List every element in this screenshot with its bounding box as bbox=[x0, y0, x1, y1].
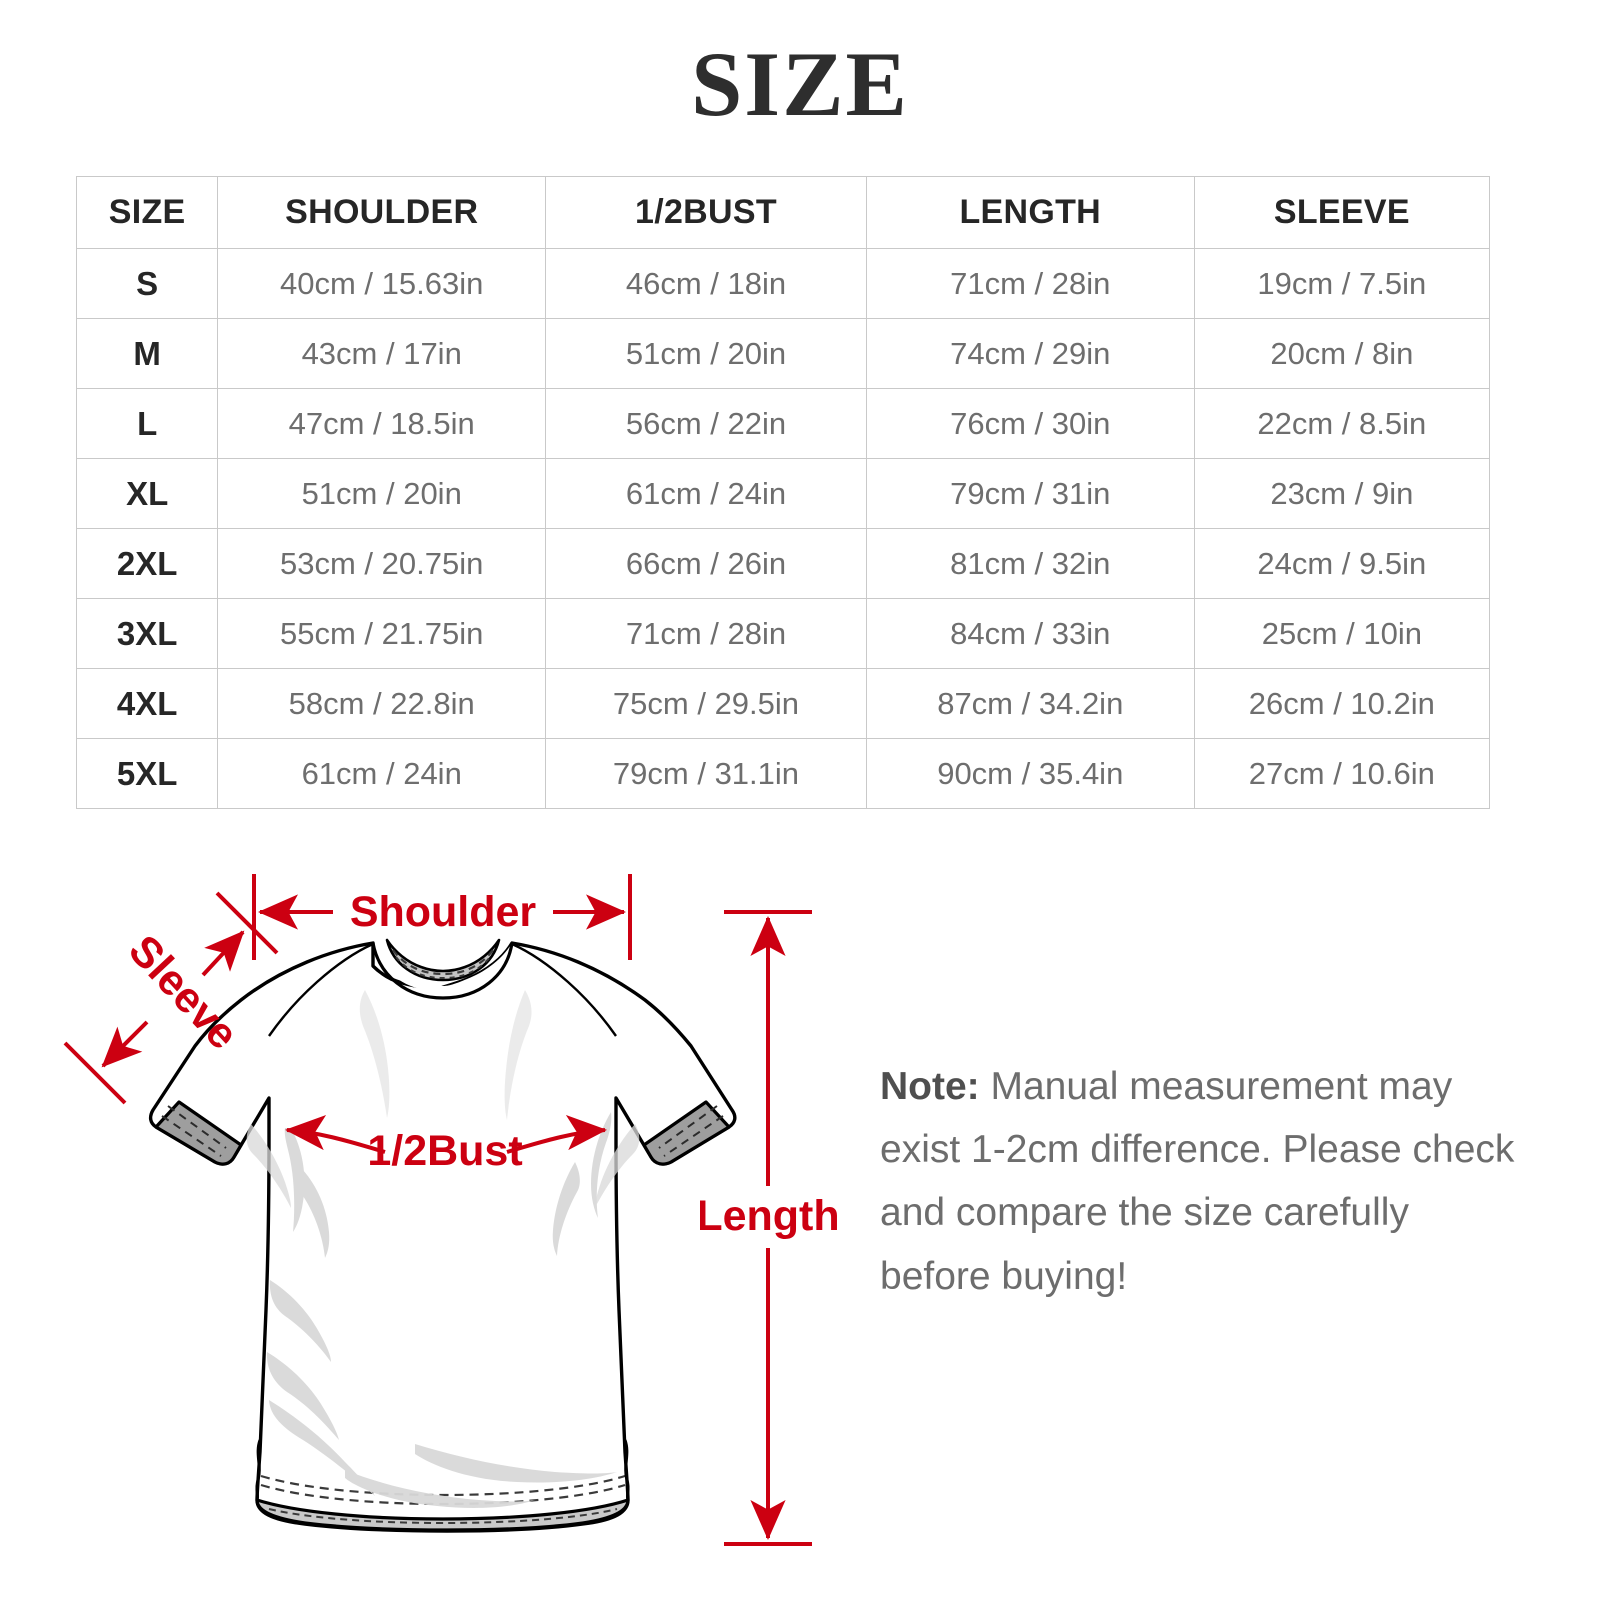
table-row: 5XL 61cm / 24in 79cm / 31.1in 90cm / 35.… bbox=[75, 738, 1491, 809]
shoulder-label: Shoulder bbox=[350, 888, 537, 936]
cell-length: 74cm / 29in bbox=[865, 318, 1195, 389]
cell-size: 4XL bbox=[75, 668, 219, 739]
cell-bust: 66cm / 26in bbox=[545, 528, 867, 599]
cell-length: 81cm / 32in bbox=[865, 528, 1195, 599]
table-row: 3XL 55cm / 21.75in 71cm / 28in 84cm / 33… bbox=[75, 598, 1491, 669]
cell-sleeve: 20cm / 8in bbox=[1193, 318, 1491, 389]
note-text: Manual measurement may exist 1-2cm diffe… bbox=[880, 1065, 1515, 1298]
table-row: S 40cm / 15.63in 46cm / 18in 71cm / 28in… bbox=[75, 248, 1491, 319]
cell-shoulder: 47cm / 18.5in bbox=[217, 388, 547, 459]
cell-shoulder: 58cm / 22.8in bbox=[217, 668, 547, 739]
size-table: SIZE SHOULDER 1/2BUST LENGTH SLEEVE S 40… bbox=[75, 176, 1491, 809]
cell-bust: 46cm / 18in bbox=[545, 248, 867, 319]
cell-length: 79cm / 31in bbox=[865, 458, 1195, 529]
cell-length: 84cm / 33in bbox=[865, 598, 1195, 669]
table-header-row: SIZE SHOULDER 1/2BUST LENGTH SLEEVE bbox=[75, 176, 1491, 249]
cell-size: XL bbox=[75, 458, 219, 529]
column-header-sleeve: SLEEVE bbox=[1193, 176, 1491, 249]
column-header-size: SIZE bbox=[75, 176, 219, 249]
cell-shoulder: 61cm / 24in bbox=[217, 738, 547, 809]
table-row: 2XL 53cm / 20.75in 66cm / 26in 81cm / 32… bbox=[75, 528, 1491, 599]
table-row: L 47cm / 18.5in 56cm / 22in 76cm / 30in … bbox=[75, 388, 1491, 459]
cell-shoulder: 55cm / 21.75in bbox=[217, 598, 547, 669]
cell-sleeve: 22cm / 8.5in bbox=[1193, 388, 1491, 459]
tshirt-graphic bbox=[148, 938, 737, 1533]
table-row: 4XL 58cm / 22.8in 75cm / 29.5in 87cm / 3… bbox=[75, 668, 1491, 739]
half-bust-measure-arrow: 1/2Bust bbox=[285, 1114, 607, 1175]
shoulder-measure-arrow: Shoulder bbox=[252, 874, 632, 960]
cell-sleeve: 23cm / 9in bbox=[1193, 458, 1491, 529]
cell-bust: 71cm / 28in bbox=[545, 598, 867, 669]
cell-length: 71cm / 28in bbox=[865, 248, 1195, 319]
half-bust-label: 1/2Bust bbox=[367, 1127, 522, 1175]
cell-size: 3XL bbox=[75, 598, 219, 669]
note-block: Note: Manual measurement may exist 1-2cm… bbox=[880, 1055, 1520, 1308]
column-header-shoulder: SHOULDER bbox=[217, 176, 547, 249]
cell-length: 76cm / 30in bbox=[865, 388, 1195, 459]
cell-shoulder: 53cm / 20.75in bbox=[217, 528, 547, 599]
table-row: XL 51cm / 20in 61cm / 24in 79cm / 31in 2… bbox=[75, 458, 1491, 529]
cell-size: 2XL bbox=[75, 528, 219, 599]
table-row: M 43cm / 17in 51cm / 20in 74cm / 29in 20… bbox=[75, 318, 1491, 389]
cell-length: 90cm / 35.4in bbox=[865, 738, 1195, 809]
cell-shoulder: 40cm / 15.63in bbox=[217, 248, 547, 319]
column-header-length: LENGTH bbox=[865, 176, 1195, 249]
column-header-bust: 1/2BUST bbox=[545, 176, 867, 249]
cell-shoulder: 43cm / 17in bbox=[217, 318, 547, 389]
length-label: Length bbox=[700, 1192, 840, 1240]
cell-bust: 79cm / 31.1in bbox=[545, 738, 867, 809]
cell-bust: 56cm / 22in bbox=[545, 388, 867, 459]
cell-sleeve: 24cm / 9.5in bbox=[1193, 528, 1491, 599]
length-measure-arrow: Length bbox=[700, 910, 840, 1546]
size-table-container: SIZE SHOULDER 1/2BUST LENGTH SLEEVE S 40… bbox=[75, 176, 1491, 809]
measurement-diagram: Shoulder Sleeve 1/2Bust bbox=[0, 840, 1600, 1600]
page-title: SIZE bbox=[691, 33, 909, 135]
cell-shoulder: 51cm / 20in bbox=[217, 458, 547, 529]
cell-bust: 75cm / 29.5in bbox=[545, 668, 867, 739]
cell-size: 5XL bbox=[75, 738, 219, 809]
cell-size: M bbox=[75, 318, 219, 389]
cell-sleeve: 27cm / 10.6in bbox=[1193, 738, 1491, 809]
tshirt-measurement-illustration: Shoulder Sleeve 1/2Bust bbox=[63, 874, 737, 1533]
cell-size: S bbox=[75, 248, 219, 319]
cell-bust: 51cm / 20in bbox=[545, 318, 867, 389]
cell-sleeve: 25cm / 10in bbox=[1193, 598, 1491, 669]
cell-sleeve: 19cm / 7.5in bbox=[1193, 248, 1491, 319]
cell-bust: 61cm / 24in bbox=[545, 458, 867, 529]
cell-size: L bbox=[75, 388, 219, 459]
cell-sleeve: 26cm / 10.2in bbox=[1193, 668, 1491, 739]
note-label: Note: bbox=[880, 1065, 980, 1108]
cell-length: 87cm / 34.2in bbox=[865, 668, 1195, 739]
